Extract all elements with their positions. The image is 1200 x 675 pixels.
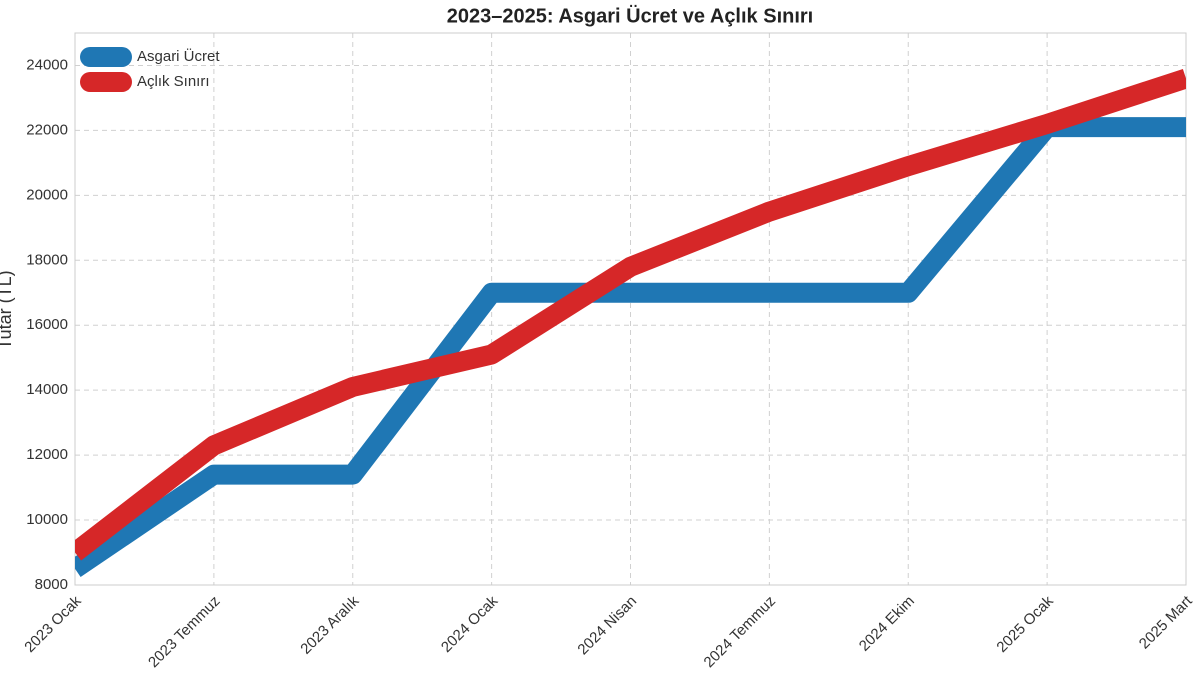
y-axis-label: Tutar (TL)	[0, 270, 15, 349]
series-line	[75, 117, 1186, 578]
y-tick-label: 20000	[26, 186, 68, 203]
x-tick-label: 2024 Ocak	[438, 592, 502, 656]
y-tick-label: 14000	[26, 381, 68, 398]
chart-title: 2023–2025: Asgari Ücret ve Açlık Sınırı	[447, 4, 814, 27]
legend-label: Açlık Sınırı	[137, 73, 210, 90]
y-tick-label: 24000	[26, 56, 68, 73]
plot-frame	[74, 32, 1187, 586]
y-tick-label: 10000	[26, 511, 68, 528]
y-tick-label: 12000	[26, 446, 68, 463]
y-tick-label: 22000	[26, 121, 68, 138]
x-tick-label: 2024 Temmuz	[701, 593, 779, 671]
y-tick-label: 16000	[26, 316, 68, 333]
x-tick-label: 2025 Mart	[1136, 592, 1196, 652]
x-tick-label: 2023 Ocak	[21, 592, 85, 656]
legend-label: Asgari Ücret	[137, 47, 220, 65]
x-tick-label: 2023 Aralık	[297, 592, 362, 657]
y-tick-label: 18000	[26, 251, 68, 268]
series-line	[75, 68, 1186, 561]
x-tick-label: 2025 Ocak	[993, 592, 1057, 656]
x-tick-label: 2024 Nisan	[574, 593, 640, 659]
y-tick-label: 8000	[35, 576, 68, 593]
x-tick-label: 2024 Ekim	[856, 593, 918, 655]
x-tick-label: 2023 Temmuz	[145, 593, 223, 671]
